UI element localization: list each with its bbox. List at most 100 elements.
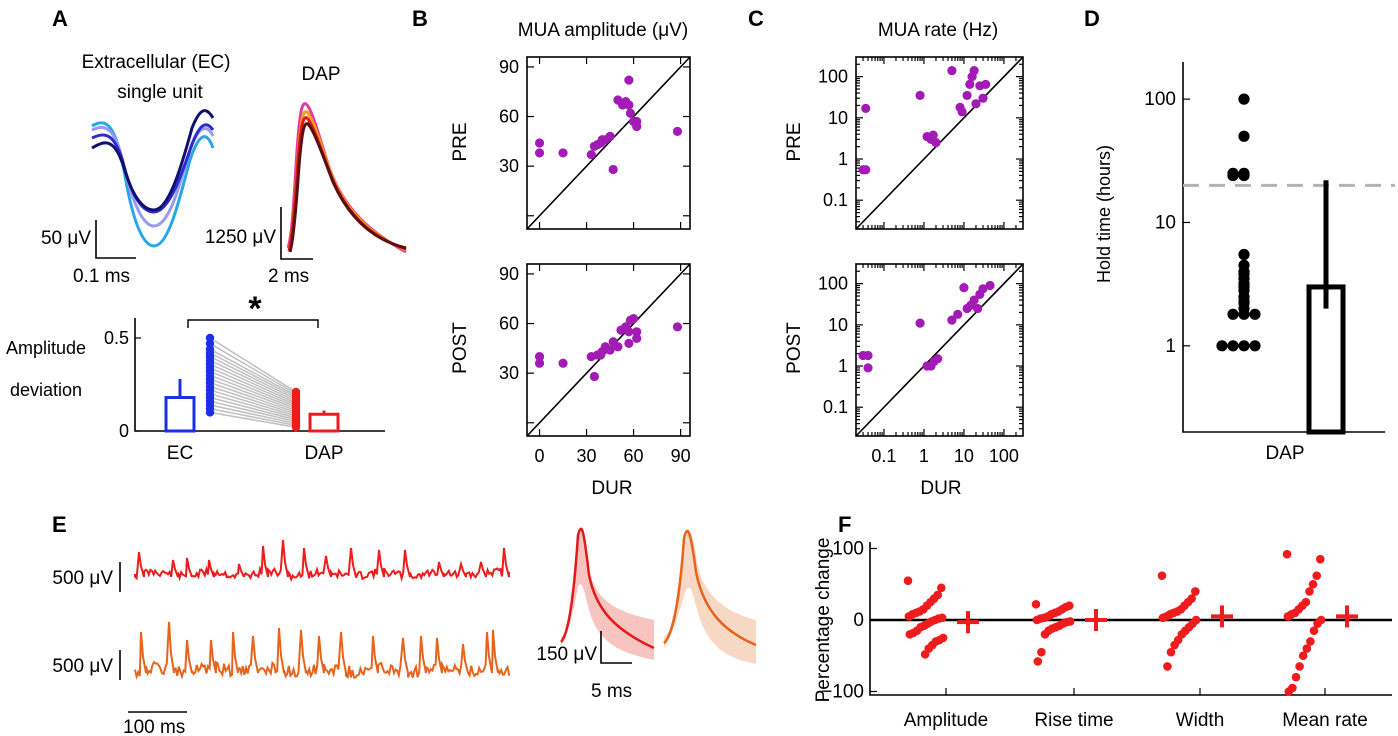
average-spike-scale-bar: [600, 631, 632, 664]
hold-time-xlabel: DAP: [1265, 443, 1304, 464]
significance-bracket: [187, 319, 319, 328]
ec-point: [205, 408, 215, 417]
data-point: [534, 148, 545, 158]
data-point: [632, 121, 642, 132]
y-tick-label: 10: [828, 315, 848, 335]
data-point: [605, 345, 615, 355]
panel-label-f: F: [838, 512, 851, 537]
data-point: [613, 342, 623, 352]
data-point: [1295, 662, 1304, 671]
pairing-line: [209, 378, 297, 412]
pairing-line: [209, 404, 297, 425]
data-point: [1166, 647, 1176, 657]
y-tick-label: 1: [1165, 336, 1176, 357]
dap-waveform: [287, 116, 407, 252]
pairing-line: [209, 370, 297, 408]
panel-label-e: E: [52, 512, 67, 537]
scatter-box: 0 30 30 60 60 90 90: [499, 263, 691, 466]
average-spike-orange: [663, 529, 757, 664]
panel-b-ylabel-post: POST: [450, 322, 471, 374]
panel-b-ylabel-pre: PRE: [450, 122, 471, 161]
pairing-line: [209, 381, 297, 414]
pairing-line: [209, 400, 297, 423]
y-tick-label: 30: [499, 363, 519, 383]
pairing-line: [209, 389, 297, 417]
data-point: [1170, 640, 1179, 650]
data-point: [1305, 587, 1314, 596]
data-point: [947, 315, 957, 325]
y-tick-label: 0.5: [104, 328, 129, 348]
data-point: [904, 612, 914, 621]
data-point: [959, 283, 969, 293]
average-spike-red-band: [561, 528, 654, 660]
scatter-box: 0.1 1 10 100: [818, 56, 1024, 230]
x-tick-label: 10: [954, 446, 974, 466]
data-point: [608, 164, 618, 175]
x-tick-label: DAP: [304, 443, 343, 464]
data-point: [953, 309, 963, 319]
median-bar: [1306, 284, 1346, 435]
significance-star: *: [248, 290, 262, 328]
y-tick-label: 60: [499, 314, 519, 334]
panel-b-title: MUA amplitude (μV): [518, 20, 688, 41]
y-tick-label: 10: [1155, 212, 1176, 233]
data-point: [1283, 612, 1293, 621]
data-point: [1298, 651, 1308, 661]
x-tick-label: 0: [535, 446, 545, 466]
trace-orange-group: [134, 621, 511, 680]
data-point: [1227, 308, 1239, 320]
trace-time-scale: 100 ms: [123, 717, 185, 736]
data-point: [973, 303, 983, 314]
panel-c-ylabel-pre: PRE: [784, 122, 805, 161]
amplitude-deviation-axes: [134, 318, 385, 432]
data-point: [965, 79, 975, 89]
y-tick-label: 100: [1144, 89, 1176, 110]
amplitude-deviation-ylabel-2: deviation: [10, 380, 82, 400]
data-point: [1238, 130, 1250, 142]
data-point: [1316, 554, 1325, 564]
plot-frame: [526, 56, 691, 230]
ec-waveforms: [91, 109, 215, 248]
y-tick-label: 1: [838, 149, 848, 169]
data-point: [915, 318, 925, 328]
hold-time-axes: [1182, 62, 1385, 433]
data-point: [1313, 619, 1322, 628]
pairing-line: [209, 355, 297, 401]
data-point: [915, 90, 925, 101]
y-tick-label: 100: [818, 67, 848, 87]
data-point: [947, 66, 957, 76]
hold-time-ylabel: Hold time (hours): [1094, 145, 1114, 283]
trace-orange-scale-voltage: 500 μV: [52, 656, 113, 677]
pairing-line: [209, 374, 297, 410]
dap-waveform: [287, 110, 407, 252]
data-point: [861, 165, 871, 175]
data-point: [969, 295, 979, 305]
y-tick-label: 0.1: [823, 397, 848, 417]
data-point: [605, 131, 615, 141]
data-point: [928, 130, 938, 140]
pairing-line: [209, 363, 297, 404]
data-point: [1163, 662, 1172, 671]
x-tick-label: 90: [671, 446, 691, 466]
panel-label-b: B: [412, 6, 428, 31]
pairing-line: [209, 396, 297, 421]
data-point: [962, 90, 972, 101]
x-tick-label: 30: [577, 446, 597, 466]
panel-c-title: MUA rate (Hz): [878, 20, 998, 41]
data-point: [1312, 571, 1321, 580]
average-spike-orange-band: [664, 529, 756, 664]
pairing-line: [209, 411, 297, 429]
data-point: [672, 322, 683, 332]
x-tick-label: 1: [919, 446, 929, 466]
data-point: [632, 327, 642, 337]
data-point: [1031, 599, 1041, 609]
y-tick-label: 0: [853, 610, 864, 631]
percentage-change-axes: [869, 542, 1392, 696]
x-tick-label: 100: [989, 446, 1019, 466]
data-point: [903, 576, 913, 585]
y-tick-label: 1: [838, 356, 848, 376]
percentage-change-ylabel: Percentage change: [813, 538, 834, 703]
y-tick-label: 0.1: [823, 190, 848, 210]
y-tick-label: 60: [499, 107, 519, 127]
